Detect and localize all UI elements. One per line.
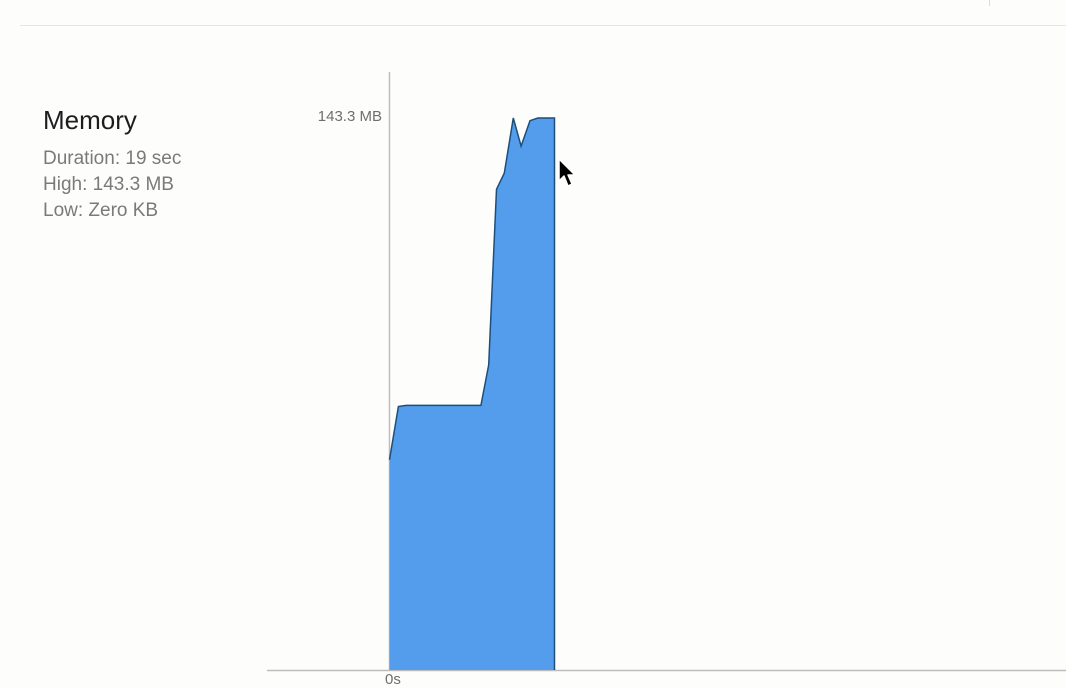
memory-area-fill bbox=[389, 118, 555, 670]
arrow-pointer-icon bbox=[558, 158, 576, 187]
y-max-label: 143.3 MB bbox=[318, 108, 382, 125]
top-divider bbox=[20, 25, 1066, 26]
low-text: Low: Zero KB bbox=[43, 200, 159, 221]
duration-text: Duration: 19 sec bbox=[43, 148, 182, 169]
memory-title: Memory bbox=[43, 105, 137, 135]
memory-area-outline bbox=[388, 117, 556, 670]
memory-info-panel: Memory Duration: 19 sec High: 143.3 MB L… bbox=[43, 104, 263, 224]
x-start-label: 0s bbox=[385, 671, 401, 688]
top-divider-tick bbox=[989, 0, 990, 6]
high-text: High: 143.3 MB bbox=[43, 174, 174, 195]
